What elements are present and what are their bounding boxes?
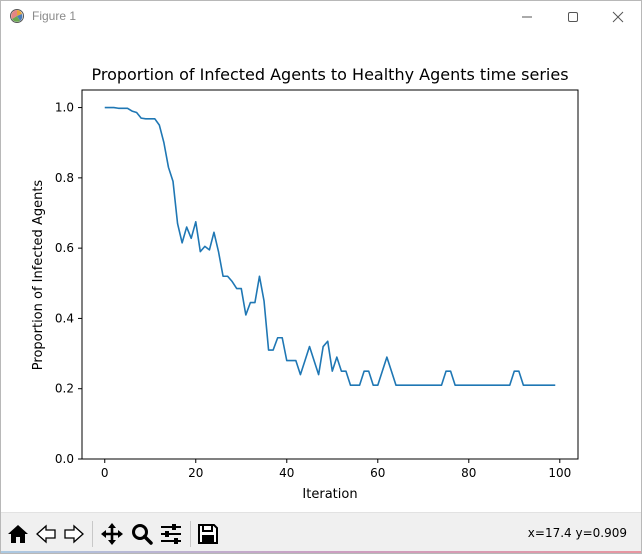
cursor-coordinate-readout: x=17.4 y=0.909 [527,526,627,540]
pan-icon [101,523,123,545]
toolbar-separator [190,521,191,547]
y-tick-label: 0.4 [55,311,74,325]
figure-canvas[interactable]: Proportion of Infected Agents to Healthy… [1,32,641,512]
x-tick-label: 20 [188,466,203,480]
x-tick-label: 60 [370,466,385,480]
matplotlib-app-icon [9,8,25,24]
close-button[interactable] [595,1,641,32]
y-tick-label: 0.8 [55,171,74,185]
y-axis-label: Proportion of Infected Agents [31,180,46,371]
title-bar[interactable]: Figure 1 [1,1,641,32]
back-arrow-icon [36,524,56,544]
x-tick-label: 40 [279,466,294,480]
configure-subplots-button[interactable] [157,520,185,548]
back-button[interactable] [32,520,60,548]
maximize-icon [568,11,578,22]
x-tick-label: 80 [461,466,476,480]
line-chart: Proportion of Infected Agents to Healthy… [31,65,579,502]
pan-button[interactable] [98,520,126,548]
window-title: Figure 1 [32,9,77,23]
series-line [104,106,556,387]
zoom-button[interactable] [128,520,156,548]
chart-title: Proportion of Infected Agents to Healthy… [91,65,568,84]
home-icon [8,525,28,543]
maximize-button[interactable] [550,1,596,32]
toolbar-separator [92,521,93,547]
minimize-button[interactable] [504,1,550,32]
home-button[interactable] [4,520,32,548]
y-tick-label: 1.0 [55,101,74,115]
forward-button[interactable] [60,520,88,548]
zoom-icon [132,524,153,545]
close-icon [612,11,624,22]
navigation-toolbar: x=17.4 y=0.909 [1,512,641,553]
save-icon [198,524,218,544]
configure-subplots-icon [161,524,181,544]
x-tick-label: 0 [101,466,109,480]
data-series [104,106,556,387]
window-accent-border [1,551,641,553]
x-axis-label: Iteration [302,487,357,502]
x-tick-label: 100 [548,466,571,480]
save-button[interactable] [194,520,222,548]
forward-arrow-icon [64,524,84,544]
y-tick-label: 0.2 [55,382,74,396]
minimize-icon [522,16,532,17]
y-tick-label: 0.0 [55,452,74,466]
axes-frame [81,89,579,460]
y-tick-label: 0.6 [55,241,74,255]
axes: 0 20 40 60 80 100 0.0 0.2 0.4 0.6 0.8 1.0 [55,101,571,480]
